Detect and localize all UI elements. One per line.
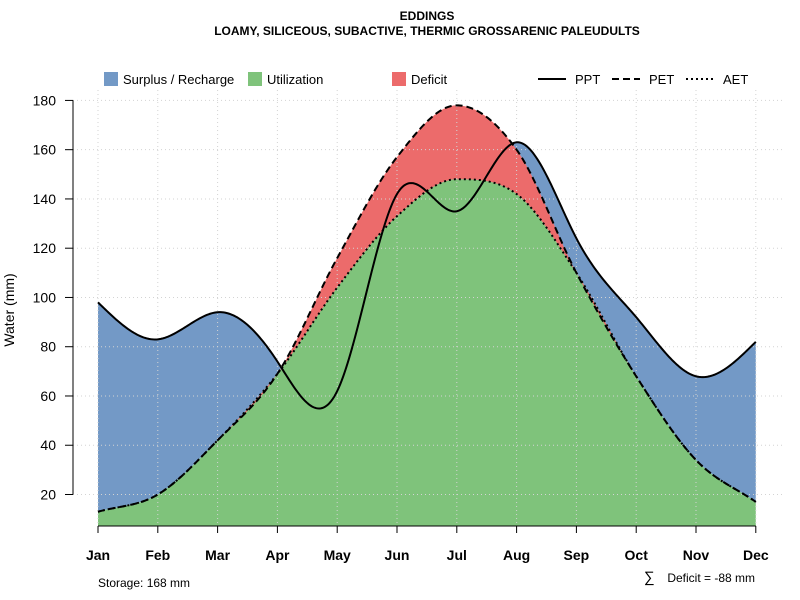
- x-tick-label: Jul: [447, 547, 467, 563]
- x-tick-label: Aug: [503, 547, 530, 563]
- y-tick-label: 180: [33, 92, 57, 108]
- x-ticks: Jan Feb Mar Apr May Jun Jul Aug Sep Oct Nov Dec: [86, 526, 769, 563]
- legend: Surplus / Recharge Utilization Deficit P…: [104, 72, 748, 87]
- chart-subtitle: LOAMY, SILICEOUS, SUBACTIVE, THERMIC GRO…: [214, 24, 640, 38]
- x-tick-label: Apr: [265, 547, 290, 563]
- aet-line: [97, 178, 757, 513]
- legend-label-aet: AET: [723, 72, 748, 87]
- x-tick-label: Jan: [86, 547, 110, 563]
- deficit-annotation: Deficit = -88 mm: [667, 571, 755, 585]
- legend-label-ppt: PPT: [575, 72, 600, 87]
- chart-title: EDDINGS: [400, 9, 455, 23]
- x-tick-label: Dec: [743, 547, 769, 563]
- y-tick-label: 120: [33, 240, 57, 256]
- x-tick-label: Nov: [683, 547, 710, 563]
- legend-label-pet: PET: [649, 72, 674, 87]
- x-tick-label: Oct: [625, 547, 649, 563]
- utilization-area: [98, 179, 756, 526]
- y-tick-label: 20: [40, 487, 56, 503]
- y-tick-label: 40: [40, 437, 56, 453]
- series-lines: [97, 104, 757, 513]
- y-ticks: 20 40 60 80 100 120 140 160 180: [33, 92, 73, 503]
- grid: [73, 90, 783, 526]
- deficit-area: [98, 105, 756, 512]
- legend-label-deficit: Deficit: [411, 72, 448, 87]
- x-tick-label: May: [324, 547, 351, 563]
- legend-label-utilization: Utilization: [267, 72, 323, 87]
- legend-swatch-deficit: [392, 72, 406, 86]
- surplus-recharge-area: [98, 142, 756, 512]
- ppt-line: [97, 141, 757, 410]
- y-axis-label: Water (mm): [1, 273, 17, 346]
- sum-icon: ∑: [644, 569, 655, 586]
- y-tick-label: 60: [40, 388, 56, 404]
- x-tick-label: Sep: [564, 547, 590, 563]
- legend-swatch-surplus: [104, 72, 118, 86]
- legend-label-surplus: Surplus / Recharge: [123, 72, 234, 87]
- x-tick-label: Jun: [385, 547, 410, 563]
- y-tick-label: 100: [33, 289, 57, 305]
- legend-swatch-utilization: [248, 72, 262, 86]
- x-tick-label: Feb: [145, 547, 170, 563]
- fill-regions: [98, 105, 756, 526]
- y-tick-label: 80: [40, 339, 56, 355]
- x-tick-label: Mar: [205, 547, 230, 563]
- y-tick-label: 140: [33, 191, 57, 207]
- y-tick-label: 160: [33, 142, 57, 158]
- storage-annotation: Storage: 168 mm: [98, 576, 190, 590]
- pet-line: [97, 104, 757, 513]
